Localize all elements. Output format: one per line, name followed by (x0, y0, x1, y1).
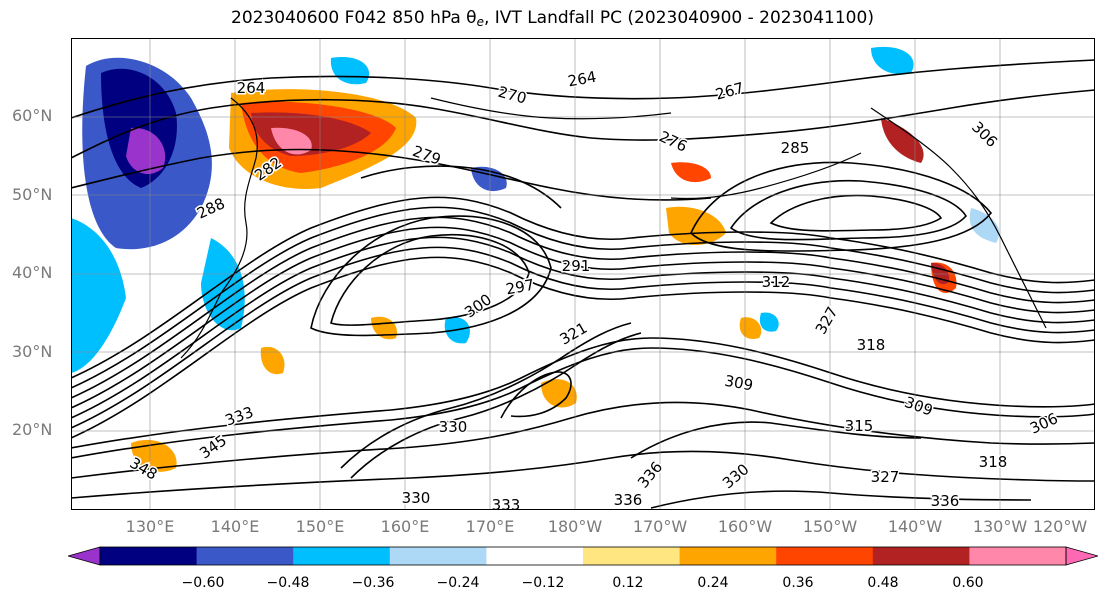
lat-label: 30°N (12, 342, 53, 361)
colorbar-segment (486, 547, 584, 565)
contour-label: 285 (781, 139, 810, 157)
map-plot: 264 264 267 270 276 279 282 285 288 291 … (71, 38, 1095, 510)
contour-label: 291 (562, 257, 591, 275)
colorbar-tick-label: −0.12 (521, 575, 565, 591)
contour-label: 315 (845, 417, 874, 435)
contour-label: 336 (931, 492, 960, 510)
colorbar-tick-label: 0.12 (612, 575, 644, 591)
contour-label: 327 (871, 468, 900, 486)
colorbar-extend-low (68, 546, 101, 566)
contour-label: 318 (857, 336, 886, 354)
lon-label: 130°E (125, 517, 175, 536)
colorbar-tick-label: −0.36 (351, 575, 395, 591)
colorbar-tick-label: −0.48 (266, 575, 310, 591)
colorbar-segment (776, 547, 874, 565)
lon-label: 120°W (1032, 517, 1088, 536)
colorbar-frame (99, 546, 1067, 566)
contour-label: 333 (492, 496, 521, 510)
theta-e-contours (71, 59, 1095, 509)
colorbar-segment (969, 547, 1067, 565)
colorbar-tick-label: 0.48 (867, 575, 899, 591)
lat-label: 50°N (12, 185, 53, 204)
lon-label: 180°W (547, 517, 603, 536)
lon-label: 140°W (887, 517, 943, 536)
lon-label: 150°E (295, 517, 345, 536)
contour-label: 312 (762, 273, 791, 291)
colorbar-tick-label: 0.60 (952, 575, 984, 591)
lat-label: 40°N (12, 263, 53, 282)
lat-label: 20°N (12, 420, 53, 439)
colorbar-segment (679, 547, 777, 565)
ivt-pc-shading (71, 46, 1000, 472)
colorbar-segment (100, 547, 198, 565)
lon-label: 170°W (632, 517, 688, 536)
colorbar-segment (293, 547, 391, 565)
lat-label: 60°N (12, 106, 53, 125)
colorbar-tick-label: −0.24 (436, 575, 480, 591)
coastlines (180, 97, 1047, 359)
colorbar (68, 546, 1098, 566)
colorbar-segment (872, 547, 970, 565)
colorbar-segment (583, 547, 681, 565)
lon-label: 160°W (717, 517, 773, 536)
colorbar-segment (389, 547, 487, 565)
contour-label: 330 (402, 489, 431, 507)
lon-label: 160°E (380, 517, 430, 536)
contour-label: 264 (237, 79, 266, 97)
contour-label: 330 (439, 418, 468, 436)
contour-label: 336 (614, 491, 643, 509)
lon-label: 130°W (972, 517, 1028, 536)
colorbar-tick-label: −0.60 (181, 575, 225, 591)
lon-label: 150°W (802, 517, 858, 536)
graticule (71, 38, 1095, 510)
lon-label: 140°E (210, 517, 260, 536)
map-title: 2023040600 F042 850 hPa θe, IVT Landfall… (231, 8, 874, 29)
colorbar-tick-label: 0.24 (697, 575, 729, 591)
lon-label: 170°E (465, 517, 515, 536)
contour-label: 318 (979, 453, 1008, 471)
colorbar-extend-high (1065, 546, 1098, 566)
colorbar-tick-label: 0.36 (782, 575, 814, 591)
colorbar-segment (196, 547, 294, 565)
